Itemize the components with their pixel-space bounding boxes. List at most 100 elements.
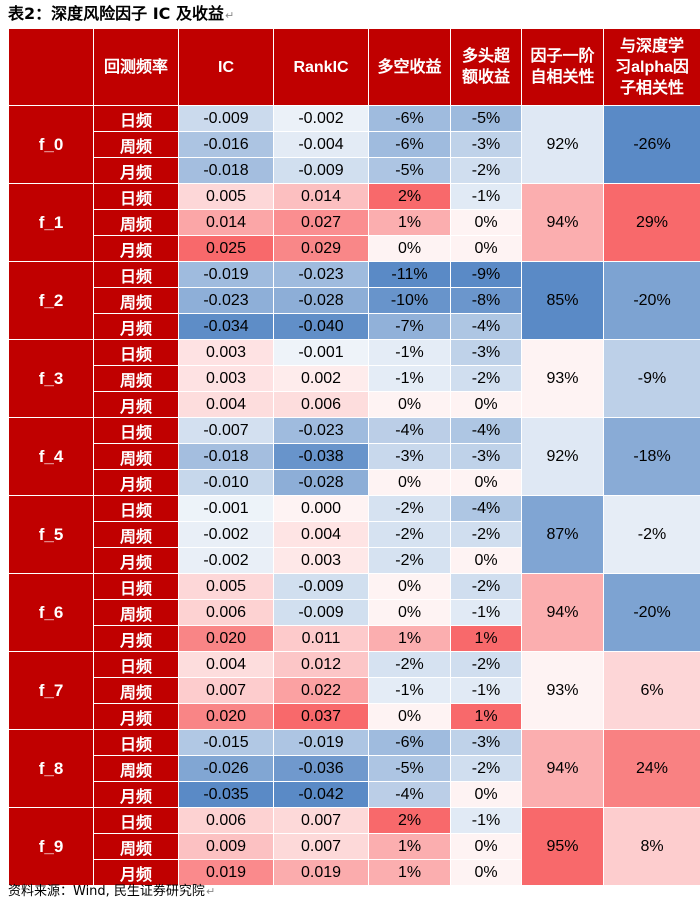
table-body: f_0 日频 -0.009 -0.002 -6% -5% 92% -26% 周频 -0.016 -0… xyxy=(8,105,700,886)
table-row: 月频 -0.002 0.003 -2% 0% xyxy=(9,547,700,574)
table-title: 表2：深度风险因子 IC 及收益↵ xyxy=(8,4,235,23)
rankic-cell: 0.011 xyxy=(273,625,369,652)
long-excess-return-cell: 0% xyxy=(450,547,522,574)
factor-ic-table: 回测频率 IC RankIC 多空收益 多头超 额收益 因子一阶 自相关性 与深度学… xyxy=(8,28,700,886)
ic-cell: 0.009 xyxy=(178,833,274,860)
frequency-cell: 日频 xyxy=(93,417,179,444)
table-row: 月频 0.020 0.011 1% 1% xyxy=(9,625,700,652)
table-row: 月频 0.019 0.019 1% 0% xyxy=(9,859,700,886)
long-excess-return-cell: -9% xyxy=(450,261,522,288)
long-short-return-cell: -5% xyxy=(368,755,451,782)
ic-cell: -0.026 xyxy=(178,755,274,782)
header-label-line: 与深度学 xyxy=(619,37,684,55)
rankic-cell: 0.007 xyxy=(273,833,369,860)
ic-cell: 0.019 xyxy=(178,859,274,886)
long-short-return-cell: -1% xyxy=(368,339,451,366)
long-excess-return-cell: 0% xyxy=(450,235,522,262)
ic-cell: 0.004 xyxy=(178,391,274,418)
ic-cell: 0.005 xyxy=(178,183,274,210)
autocorrelation-cell: 92% xyxy=(521,417,604,496)
alpha-correlation-cell: 8% xyxy=(603,807,700,886)
header-cell: 回测频率 xyxy=(93,28,179,106)
long-excess-return-cell: -2% xyxy=(450,651,522,678)
header-label-line: 自相关性 xyxy=(530,69,595,86)
ic-cell: -0.007 xyxy=(178,417,274,444)
table-row: f_0 日频 -0.009 -0.002 -6% -5% 92% -26% xyxy=(8,105,700,184)
ic-cell: -0.016 xyxy=(178,131,274,158)
ic-cell: 0.020 xyxy=(178,625,274,652)
autocorrelation-cell: 94% xyxy=(521,573,604,652)
alpha-correlation-cell: 24% xyxy=(603,729,700,808)
alpha-correlation-cell: -9% xyxy=(603,339,700,418)
header-cell: 因子一阶 自相关性 xyxy=(521,28,604,106)
frequency-cell: 周频 xyxy=(93,365,179,392)
frequency-cell: 周频 xyxy=(93,287,179,314)
alpha-correlation-cell: -26% xyxy=(603,105,700,184)
factor-name-cell: f_9 xyxy=(8,807,94,886)
header-cell: 多空收益 xyxy=(368,28,451,106)
long-short-return-cell: 1% xyxy=(368,209,451,236)
header-label-line: 回测频率 xyxy=(103,58,168,76)
long-short-return-cell: -2% xyxy=(368,547,451,574)
rankic-cell: -0.023 xyxy=(273,417,369,444)
frequency-cell: 月频 xyxy=(93,625,179,652)
alpha-correlation-cell: 29% xyxy=(603,183,700,262)
long-excess-return-cell: 1% xyxy=(450,703,522,730)
factor-name-cell: f_7 xyxy=(8,651,94,730)
long-excess-return-cell: -2% xyxy=(450,755,522,782)
factor-name-cell: f_4 xyxy=(8,417,94,496)
table-row: 月频 0.025 0.029 0% 0% xyxy=(9,235,700,262)
table-row: 周频 -0.016 -0.004 -6% -3% xyxy=(9,131,700,158)
factor-name-cell: f_0 xyxy=(8,105,94,184)
header-cell: RankIC xyxy=(273,28,369,106)
long-excess-return-cell: 0% xyxy=(450,833,522,860)
ic-cell: -0.019 xyxy=(178,261,274,288)
alpha-correlation-cell: -20% xyxy=(603,261,700,340)
ic-cell: 0.005 xyxy=(178,573,274,600)
long-short-return-cell: 1% xyxy=(368,833,451,860)
long-excess-return-cell: -1% xyxy=(450,677,522,704)
ic-cell: 0.014 xyxy=(178,209,274,236)
ic-cell: 0.025 xyxy=(178,235,274,262)
long-short-return-cell: -2% xyxy=(368,495,451,522)
ic-cell: -0.034 xyxy=(178,313,274,340)
rankic-cell: -0.042 xyxy=(273,781,369,808)
alpha-correlation-cell: -2% xyxy=(603,495,700,574)
rankic-cell: 0.004 xyxy=(273,521,369,548)
factor-name-cell: f_3 xyxy=(8,339,94,418)
long-excess-return-cell: -4% xyxy=(450,313,522,340)
autocorrelation-cell: 93% xyxy=(521,651,604,730)
rankic-cell: 0.012 xyxy=(273,651,369,678)
factor-name-cell: f_1 xyxy=(8,183,94,262)
table-row: 周频 0.006 -0.009 0% -1% xyxy=(9,599,700,626)
long-short-return-cell: 0% xyxy=(368,599,451,626)
table-row: 周频 0.014 0.027 1% 0% xyxy=(9,209,700,236)
table-row: 月频 -0.034 -0.040 -7% -4% xyxy=(9,313,700,340)
frequency-cell: 月频 xyxy=(93,235,179,262)
ic-cell: -0.035 xyxy=(178,781,274,808)
rankic-cell: -0.036 xyxy=(273,755,369,782)
return-mark: ↵ xyxy=(205,885,216,898)
frequency-cell: 日频 xyxy=(93,651,179,678)
long-short-return-cell: -5% xyxy=(368,157,451,184)
header-label-line: 因子一阶 xyxy=(530,48,595,65)
header-row: 回测频率 IC RankIC 多空收益 多头超 额收益 因子一阶 自相关性 与深度学… xyxy=(8,28,700,106)
table-row: 月频 0.004 0.006 0% 0% xyxy=(9,391,700,418)
header-label-line: RankIC xyxy=(293,58,349,76)
long-excess-return-cell: 0% xyxy=(450,391,522,418)
frequency-cell: 周频 xyxy=(93,521,179,548)
table-row: f_4 日频 -0.007 -0.023 -4% -4% 92% -18% xyxy=(8,417,700,496)
return-mark: ↵ xyxy=(224,9,235,22)
alpha-correlation-cell: -18% xyxy=(603,417,700,496)
long-short-return-cell: -10% xyxy=(368,287,451,314)
factor-name-cell: f_6 xyxy=(8,573,94,652)
rankic-cell: 0.003 xyxy=(273,547,369,574)
long-short-return-cell: 2% xyxy=(368,807,451,834)
long-excess-return-cell: -3% xyxy=(450,729,522,756)
rankic-cell: -0.038 xyxy=(273,443,369,470)
autocorrelation-cell: 85% xyxy=(521,261,604,340)
long-short-return-cell: -6% xyxy=(368,729,451,756)
frequency-cell: 日频 xyxy=(93,495,179,522)
long-excess-return-cell: 0% xyxy=(450,209,522,236)
header-cell: IC xyxy=(178,28,274,106)
